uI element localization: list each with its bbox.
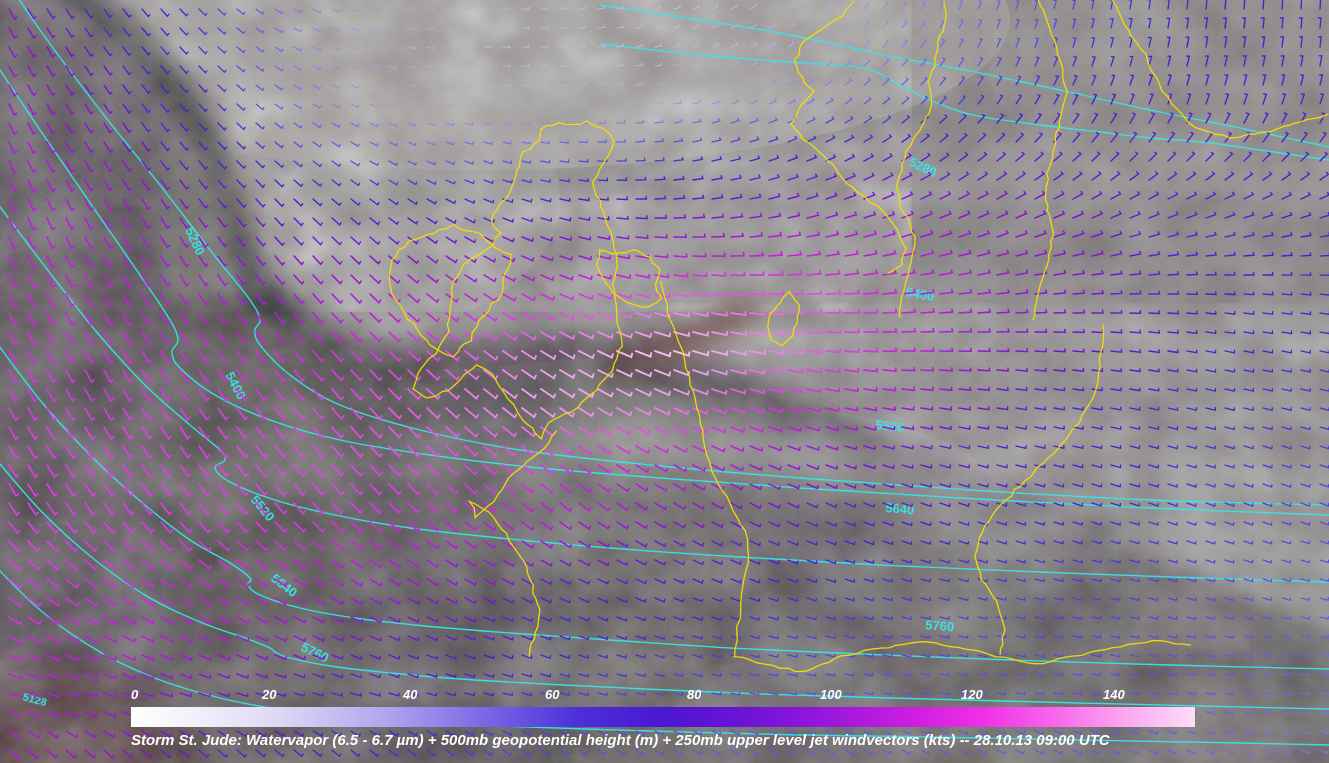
svg-text:Storm St. Jude: Watervapor (6.: Storm St. Jude: Watervapor (6.5 - 6.7 µm… [131, 732, 1111, 749]
svg-text:40: 40 [402, 687, 418, 702]
svg-text:20: 20 [261, 687, 277, 702]
svg-text:0: 0 [131, 687, 139, 702]
svg-text:5520: 5520 [875, 417, 905, 435]
svg-text:140: 140 [1103, 687, 1125, 702]
svg-text:60: 60 [545, 687, 560, 702]
svg-text:5640: 5640 [885, 500, 915, 517]
svg-text:100: 100 [820, 687, 842, 702]
svg-text:120: 120 [961, 687, 983, 702]
svg-text:80: 80 [687, 687, 702, 702]
